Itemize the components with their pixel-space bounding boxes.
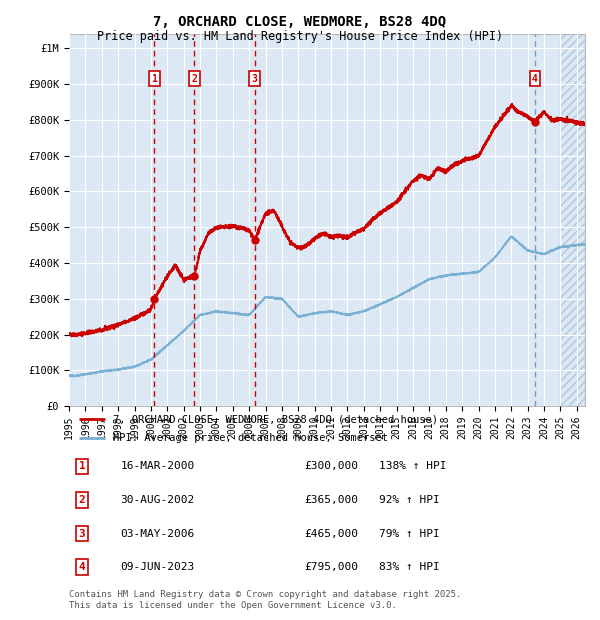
Text: 09-JUN-2023: 09-JUN-2023	[121, 562, 195, 572]
Text: 30-AUG-2002: 30-AUG-2002	[121, 495, 195, 505]
Text: 3: 3	[79, 529, 85, 539]
Text: £795,000: £795,000	[304, 562, 358, 572]
Text: 92% ↑ HPI: 92% ↑ HPI	[379, 495, 439, 505]
Text: 4: 4	[79, 562, 85, 572]
Text: £465,000: £465,000	[304, 529, 358, 539]
Text: Price paid vs. HM Land Registry's House Price Index (HPI): Price paid vs. HM Land Registry's House …	[97, 30, 503, 43]
Text: 03-MAY-2006: 03-MAY-2006	[121, 529, 195, 539]
Text: 16-MAR-2000: 16-MAR-2000	[121, 461, 195, 471]
Text: 7, ORCHARD CLOSE, WEDMORE, BS28 4DQ: 7, ORCHARD CLOSE, WEDMORE, BS28 4DQ	[154, 16, 446, 30]
Text: 138% ↑ HPI: 138% ↑ HPI	[379, 461, 446, 471]
Text: 2: 2	[79, 495, 85, 505]
Text: £365,000: £365,000	[304, 495, 358, 505]
Text: HPI: Average price, detached house, Somerset: HPI: Average price, detached house, Some…	[113, 433, 388, 443]
Text: 2: 2	[191, 74, 197, 84]
Text: 3: 3	[252, 74, 257, 84]
Text: £300,000: £300,000	[304, 461, 358, 471]
Text: 1: 1	[79, 461, 85, 471]
Text: 7, ORCHARD CLOSE, WEDMORE, BS28 4DQ (detached house): 7, ORCHARD CLOSE, WEDMORE, BS28 4DQ (det…	[113, 414, 438, 424]
Text: 79% ↑ HPI: 79% ↑ HPI	[379, 529, 439, 539]
Text: 83% ↑ HPI: 83% ↑ HPI	[379, 562, 439, 572]
Text: Contains HM Land Registry data © Crown copyright and database right 2025.
This d: Contains HM Land Registry data © Crown c…	[69, 590, 461, 609]
Text: 4: 4	[532, 74, 538, 84]
Text: 1: 1	[151, 74, 157, 84]
